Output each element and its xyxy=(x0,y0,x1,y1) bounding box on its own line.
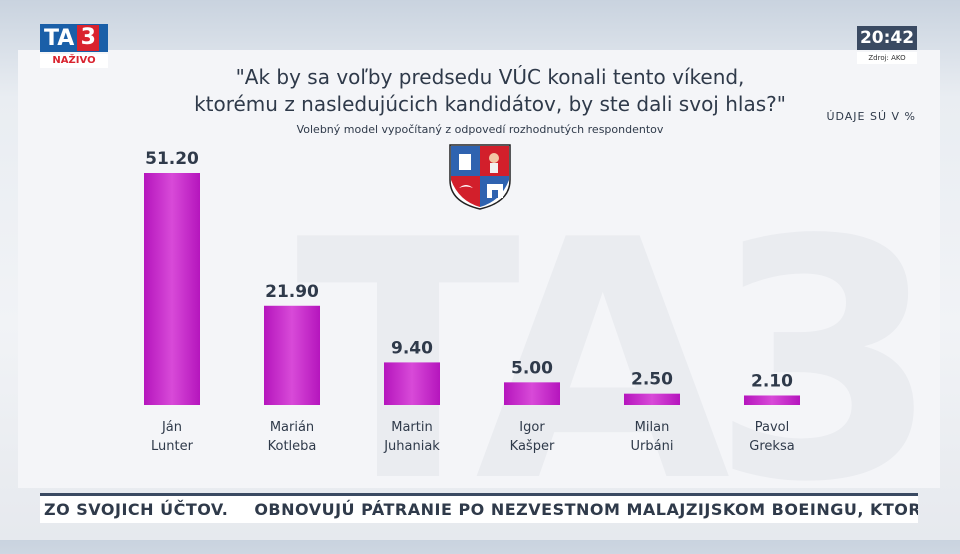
category-label-line: Greksa xyxy=(749,439,795,454)
chart-subtitle: Volebný model vypočítaný z odpovedí rozh… xyxy=(296,123,664,136)
title-line-2: ktorému z nasledujúcich kandidátov, by s… xyxy=(194,92,786,116)
category-label-line: Pavol xyxy=(754,420,790,435)
category-label-line: Kašper xyxy=(509,439,555,454)
bar-1 xyxy=(264,305,320,405)
bar-value-label-1: 21.90 xyxy=(265,282,319,302)
bar-3 xyxy=(504,382,560,405)
category-label-3: Igor Kašper xyxy=(472,418,592,456)
category-label-line: Milan xyxy=(634,420,670,435)
news-ticker: ZO SVOJICH ÚČTOV. OBNOVUJÚ PÁTRANIE PO N… xyxy=(40,493,918,523)
bar-value-label-4: 2.50 xyxy=(631,370,673,390)
category-label-line: Martin xyxy=(391,420,433,435)
category-label-0: Ján Lunter xyxy=(112,418,232,456)
bar-2 xyxy=(384,362,440,405)
ticker-item-1: ZO SVOJICH ÚČTOV. xyxy=(44,500,229,519)
bar-5 xyxy=(744,395,800,405)
chart-panel: TA3 xyxy=(18,50,940,554)
coat-of-arms-icon xyxy=(449,144,511,210)
bar-4 xyxy=(624,393,680,405)
category-label-line: Igor xyxy=(519,420,545,435)
bar-value-label-0: 51.20 xyxy=(145,149,199,169)
bar-chart: 51.20 21.90 9.40 5.00 2.50 2.10 xyxy=(144,149,800,405)
channel-logo: TA 3 NAŽIVO xyxy=(40,24,108,68)
bar-value-label-5: 2.10 xyxy=(751,371,793,391)
ticker-item-2: OBNOVUJÚ PÁTRANIE PO NEZVESTNOM MALAJZIJ… xyxy=(254,500,918,519)
bar-0 xyxy=(144,173,200,405)
category-label-line: Marián xyxy=(269,420,315,435)
category-label-1: Marián Kotleba xyxy=(232,418,352,456)
chart-title: "Ak by sa voľby predsedu VÚC konali tent… xyxy=(160,64,820,118)
category-label-4: Milan Urbáni xyxy=(592,418,712,456)
live-badge: NAŽIVO xyxy=(40,54,108,68)
bar-value-label-3: 5.00 xyxy=(511,358,553,378)
category-label-line: Lunter xyxy=(151,439,193,454)
logo-brand: TA xyxy=(44,25,75,51)
category-label-line: Urbáni xyxy=(630,439,674,454)
logo-number: 3 xyxy=(77,25,100,51)
category-label-line: Kotleba xyxy=(267,439,317,454)
title-line-1: "Ak by sa voľby predsedu VÚC konali tent… xyxy=(235,65,745,89)
unit-note: ÚDAJE SÚ V % xyxy=(826,110,916,123)
bar-value-label-2: 9.40 xyxy=(391,338,433,358)
clock: 20:42 xyxy=(857,26,917,50)
source-label: Zdroj: AKO xyxy=(857,52,917,64)
category-label-2: Martin Juhaniak xyxy=(352,418,472,456)
category-label-5: Pavol Greksa xyxy=(712,418,832,456)
category-label-line: Ján xyxy=(161,420,183,435)
watermark-logo: TA3 xyxy=(295,170,940,554)
category-label-line: Juhaniak xyxy=(384,439,440,454)
